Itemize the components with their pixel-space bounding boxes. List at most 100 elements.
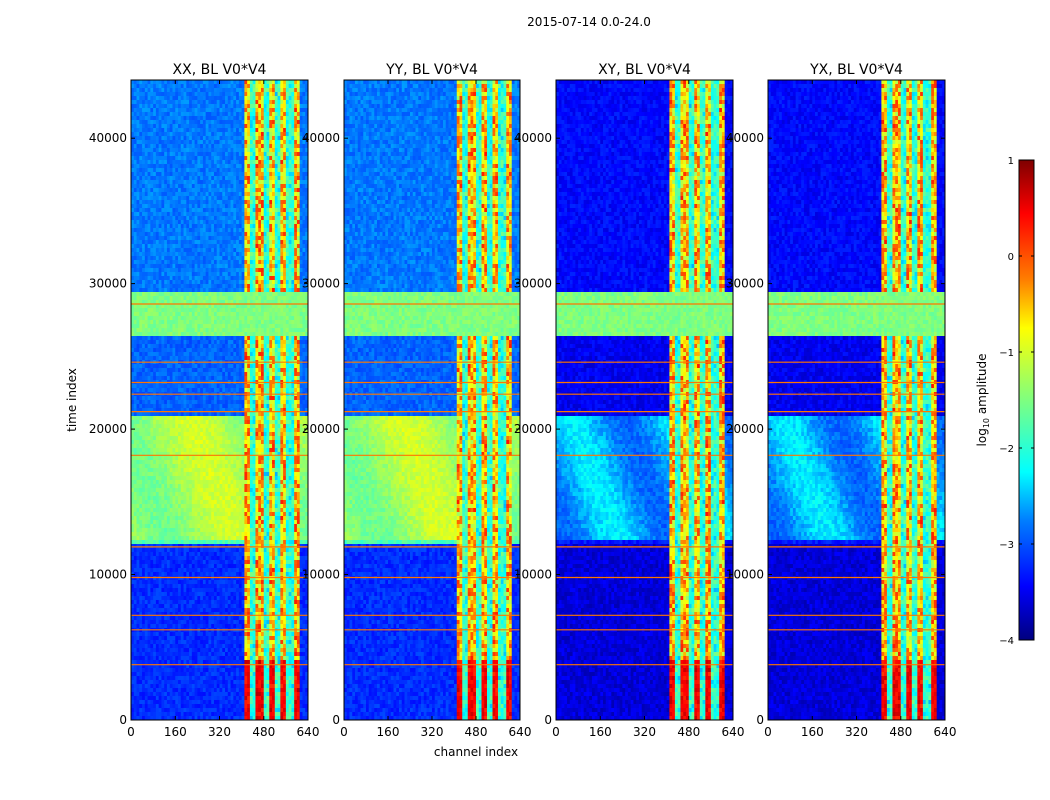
heatmap-cell xyxy=(236,88,240,93)
heatmap-cell xyxy=(252,212,257,217)
heatmap-cell xyxy=(142,132,146,137)
heatmap-cell xyxy=(302,144,306,149)
heatmap-cell xyxy=(258,120,262,125)
heatmap-cell xyxy=(189,96,193,101)
heatmap-cell xyxy=(247,280,251,285)
heatmap-cell xyxy=(169,176,174,181)
heatmap-cell xyxy=(238,320,243,325)
heatmap-cell xyxy=(266,192,270,197)
heatmap-cell xyxy=(233,212,237,217)
heatmap-cell xyxy=(266,248,270,253)
heatmap-cell xyxy=(227,160,232,165)
heatmap-cell xyxy=(175,248,179,253)
heatmap-cell xyxy=(225,352,229,357)
heatmap-cell xyxy=(200,276,204,281)
heatmap-cell xyxy=(258,156,262,161)
heatmap-cell xyxy=(244,184,248,189)
heatmap-cell xyxy=(236,120,240,125)
heatmap-cell xyxy=(260,252,265,257)
heatmap-cell xyxy=(225,96,229,101)
heatmap-cell xyxy=(216,356,221,361)
heatmap-cell xyxy=(296,268,301,273)
heatmap-cell xyxy=(216,176,221,181)
heatmap-cell xyxy=(175,240,179,245)
heatmap-cell xyxy=(236,116,240,121)
heatmap-cell xyxy=(274,204,279,209)
heatmap-cell xyxy=(294,312,298,317)
heatmap-cell xyxy=(219,220,223,225)
heatmap-cell xyxy=(219,292,223,297)
heatmap-cell xyxy=(274,180,279,185)
heatmap-cell xyxy=(183,372,187,377)
heatmap-cell xyxy=(205,224,210,229)
heatmap-cell xyxy=(263,172,268,177)
heatmap-cell xyxy=(299,120,304,125)
heatmap-cell xyxy=(200,160,204,165)
heatmap-cell xyxy=(186,288,190,293)
heatmap-cell xyxy=(189,276,193,281)
heatmap-cell xyxy=(249,108,254,113)
heatmap-cell xyxy=(183,324,187,329)
heatmap-cell xyxy=(164,260,168,265)
heatmap-cell xyxy=(288,160,293,165)
heatmap-cell xyxy=(227,340,232,345)
heatmap-cell xyxy=(186,136,190,141)
heatmap-cell xyxy=(274,92,279,97)
heatmap-cell xyxy=(144,312,149,317)
heatmap-cell xyxy=(161,140,165,145)
heatmap-cell xyxy=(178,344,182,349)
heatmap-cell xyxy=(236,344,240,349)
heatmap-cell xyxy=(150,328,154,333)
heatmap-cell xyxy=(238,372,243,377)
heatmap-cell xyxy=(249,172,254,177)
heatmap-cell xyxy=(305,96,308,101)
heatmap-cell xyxy=(172,344,176,349)
heatmap-cell xyxy=(147,336,151,341)
heatmap-cell xyxy=(153,340,157,345)
heatmap-cell xyxy=(150,244,154,249)
heatmap-cell xyxy=(252,376,257,381)
heatmap-cell xyxy=(191,340,196,345)
heatmap-cell xyxy=(258,316,262,321)
heatmap-cell xyxy=(283,116,287,121)
heatmap-cell xyxy=(249,124,254,129)
heatmap-cell xyxy=(139,388,143,393)
heatmap-cell xyxy=(197,184,201,189)
heatmap-cell xyxy=(133,168,138,173)
heatmap-cell xyxy=(200,240,204,245)
heatmap-cell xyxy=(294,196,298,201)
heatmap-cell xyxy=(180,240,185,245)
heatmap-cell xyxy=(241,192,245,197)
heatmap-cell xyxy=(288,264,293,269)
heatmap-cell xyxy=(249,80,254,85)
heatmap-cell xyxy=(150,324,154,329)
heatmap-cell xyxy=(255,164,259,169)
heatmap-cell xyxy=(186,280,190,285)
heatmap-cell xyxy=(236,252,240,257)
heatmap-cell xyxy=(202,84,207,89)
heatmap-cell xyxy=(155,228,160,233)
heatmap-cell xyxy=(277,388,281,393)
heatmap-cell xyxy=(230,96,234,101)
heatmap-cell xyxy=(194,340,198,345)
heatmap-cell xyxy=(244,300,248,305)
heatmap-cell xyxy=(147,284,151,289)
heatmap-cell xyxy=(291,288,295,293)
heatmap-cell xyxy=(288,384,293,389)
heatmap-cell xyxy=(263,116,268,121)
heatmap-cell xyxy=(197,220,201,225)
heatmap-cell xyxy=(142,388,146,393)
heatmap-cell xyxy=(194,140,198,145)
heatmap-cell xyxy=(222,224,226,229)
heatmap-cell xyxy=(142,124,146,129)
heatmap-cell xyxy=(183,128,187,133)
heatmap-cell xyxy=(142,288,146,293)
heatmap-cell xyxy=(263,108,268,113)
heatmap-cell xyxy=(283,240,287,245)
heatmap-cell xyxy=(274,100,279,105)
heatmap-cell xyxy=(136,176,140,181)
heatmap-cell xyxy=(236,160,240,165)
heatmap-cell xyxy=(269,352,273,357)
heatmap-cell xyxy=(222,228,226,233)
heatmap-cell xyxy=(205,152,210,157)
